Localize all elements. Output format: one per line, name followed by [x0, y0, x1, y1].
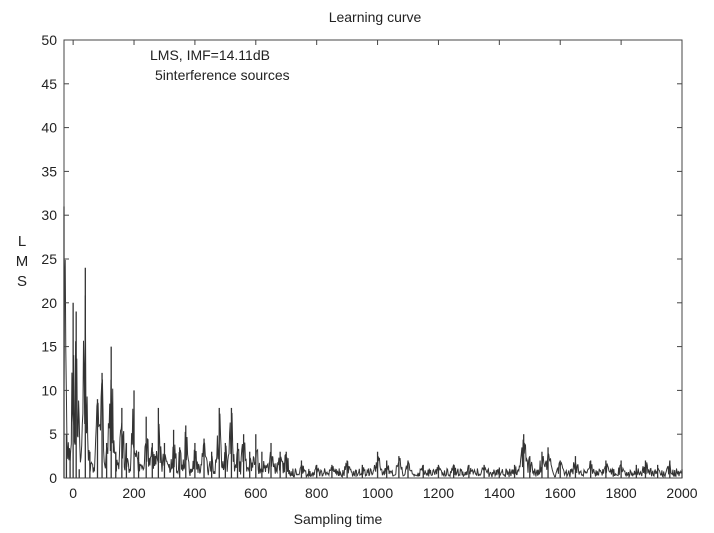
x-tick-label: 1800	[606, 485, 637, 501]
x-tick-label: 1000	[362, 485, 393, 501]
y-tick-label: 35	[41, 163, 57, 179]
annotation-line-2: 5interference sources	[155, 67, 290, 83]
chart-title: Learning curve	[329, 9, 422, 25]
x-tick-label: 600	[244, 485, 268, 501]
y-tick-label: 15	[41, 339, 57, 355]
y-tick-label: 25	[41, 251, 57, 267]
x-tick-label: 400	[183, 485, 207, 501]
y-axis-label-char: S	[17, 273, 27, 290]
y-tick-label: 5	[49, 426, 57, 442]
y-tick-label: 45	[41, 76, 57, 92]
x-tick-label: 1400	[484, 485, 515, 501]
y-axis-label-char: L	[18, 233, 26, 250]
x-tick-label: 800	[305, 485, 329, 501]
x-tick-label: 1600	[545, 485, 576, 501]
y-tick-label: 30	[41, 207, 57, 223]
y-axis: 0 5 10 15 20 25 30 35 40 45 50	[41, 32, 682, 486]
y-tick-label: 20	[41, 295, 57, 311]
plot-frame	[63, 39, 683, 479]
y-tick-label: 40	[41, 120, 57, 136]
y-tick-label: 0	[49, 470, 57, 486]
annotation-line-1: LMS, IMF=14.11dB	[150, 47, 270, 63]
y-axis-label-char: M	[16, 253, 29, 270]
x-tick-label: 1200	[423, 485, 454, 501]
x-tick-label: 200	[122, 485, 146, 501]
y-axis-label: L M S	[16, 233, 29, 290]
y-tick-label: 50	[41, 32, 57, 48]
x-tick-label: 2000	[666, 485, 697, 501]
y-tick-label: 10	[41, 382, 57, 398]
x-axis-label: Sampling time	[294, 511, 383, 527]
x-tick-label: 0	[69, 485, 77, 501]
plot-area	[63, 206, 683, 479]
x-axis: 0 200 400 600 800 1000 1200 1400 1600 1800 2000	[69, 40, 698, 501]
series-line	[63, 259, 683, 479]
